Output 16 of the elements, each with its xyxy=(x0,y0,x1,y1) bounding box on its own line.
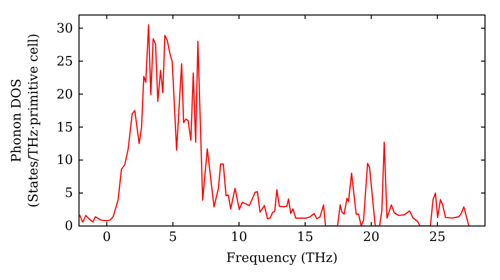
y-tick-label: 20 xyxy=(56,87,73,102)
line-series xyxy=(79,24,470,226)
x-tick-label: 15 xyxy=(296,230,314,246)
x-tick-label: 10 xyxy=(230,230,248,246)
x-tick-label: 5 xyxy=(168,230,178,246)
x-axis-title: Frequency (THz) xyxy=(226,251,338,266)
x-tick-label: 20 xyxy=(362,230,380,246)
y-tick-label: 0 xyxy=(64,219,73,234)
y-tick-label: 30 xyxy=(56,21,73,36)
y-tick-label: 25 xyxy=(56,54,73,70)
y-tick-label: 15 xyxy=(56,120,73,136)
y-axis-title: Phonon DOS (States/THz·primitive cell) xyxy=(10,33,42,208)
y-tick-label: 10 xyxy=(56,153,73,168)
x-tick-label: 25 xyxy=(429,230,446,246)
x-tick-label: 0 xyxy=(102,230,111,246)
y-tick-label: 5 xyxy=(64,186,73,202)
